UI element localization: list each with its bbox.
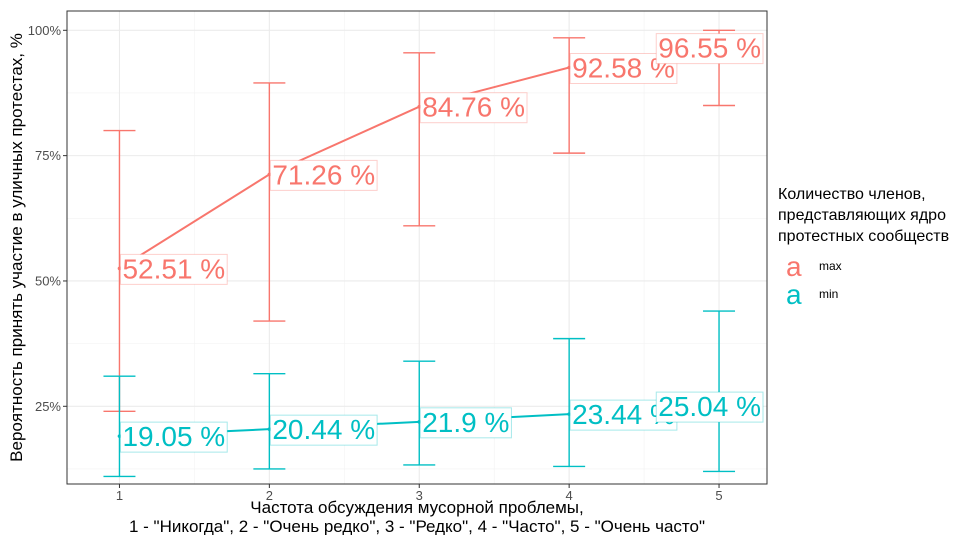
point-label-box bbox=[269, 159, 378, 191]
y-tick-label: 100% bbox=[28, 23, 62, 38]
point-label-box bbox=[269, 414, 378, 446]
x-tick-label: 3 bbox=[416, 488, 423, 503]
point-min bbox=[267, 427, 272, 431]
point-label-min: 19.05 % bbox=[119, 421, 228, 453]
point-min bbox=[417, 420, 422, 424]
point-label-min: 20.44 % bbox=[269, 414, 378, 446]
point-label-box bbox=[419, 407, 512, 439]
legend-key-min: a bbox=[786, 279, 802, 310]
legend-label-max: max bbox=[819, 259, 842, 273]
legend-key-max: a bbox=[786, 251, 802, 282]
legend-title-line-2: представляющих ядро bbox=[778, 207, 946, 224]
point-label-max: 52.51 % bbox=[119, 253, 228, 285]
point-label-min: 25.04 % bbox=[655, 391, 764, 423]
point-labels: 52.51 %71.26 %84.76 %92.58 %96.55 %19.05… bbox=[119, 33, 764, 453]
point-label-text: 19.05 % bbox=[122, 421, 225, 452]
y-axis-title: Вероятность принять участие в уличных пр… bbox=[7, 33, 26, 462]
point-label-max: 96.55 % bbox=[655, 33, 764, 65]
point-label-text: 84.76 % bbox=[422, 92, 525, 123]
point-max bbox=[267, 172, 272, 177]
x-axis-title-line-1: Частота обсуждения мусорной проблемы, bbox=[250, 498, 583, 517]
point-label-text: 20.44 % bbox=[272, 414, 375, 445]
point-label-box bbox=[655, 33, 764, 65]
x-axis-title-line-2: 1 - "Никогда", 2 - "Очень редко", 3 - "Р… bbox=[129, 517, 705, 535]
point-min bbox=[117, 434, 122, 438]
legend-items: a max a min bbox=[786, 251, 842, 310]
legend-label-min: min bbox=[819, 287, 838, 301]
point-label-max: 84.76 % bbox=[419, 92, 528, 124]
point-label-text: 71.26 % bbox=[272, 159, 375, 190]
x-tick-label: 5 bbox=[715, 488, 722, 503]
axes: 25% 50% 75% 100% 1 2 3 4 5 bbox=[28, 23, 723, 503]
legend: Количество членов, представляющих ядро п… bbox=[778, 186, 949, 310]
point-label-max: 71.26 % bbox=[269, 159, 378, 191]
point-max bbox=[117, 266, 122, 271]
point-label-box bbox=[119, 421, 228, 453]
point-max bbox=[417, 104, 422, 109]
point-label-text: 96.55 % bbox=[658, 33, 761, 64]
point-label-box bbox=[655, 391, 764, 423]
x-tick-label: 2 bbox=[266, 488, 273, 503]
point-min bbox=[567, 412, 571, 416]
point-max bbox=[567, 65, 571, 70]
y-tick-label: 50% bbox=[35, 273, 61, 288]
x-tick-label: 1 bbox=[116, 488, 123, 503]
point-label-text: 21.9 % bbox=[422, 407, 509, 438]
y-tick-label: 25% bbox=[35, 399, 61, 414]
point-label-box bbox=[119, 253, 228, 285]
x-tick-label: 4 bbox=[566, 488, 573, 503]
plot-panel-border bbox=[66, 10, 768, 485]
point-label-box bbox=[419, 92, 528, 124]
point-label-text: 25.04 % bbox=[658, 391, 761, 422]
y-tick-label: 75% bbox=[35, 148, 61, 163]
legend-title-line-3: протестных сообществ bbox=[778, 228, 949, 245]
point-label-min: 21.9 % bbox=[419, 407, 512, 439]
point-label-text: 52.51 % bbox=[122, 253, 225, 284]
legend-title-line-1: Количество членов, bbox=[778, 186, 926, 203]
